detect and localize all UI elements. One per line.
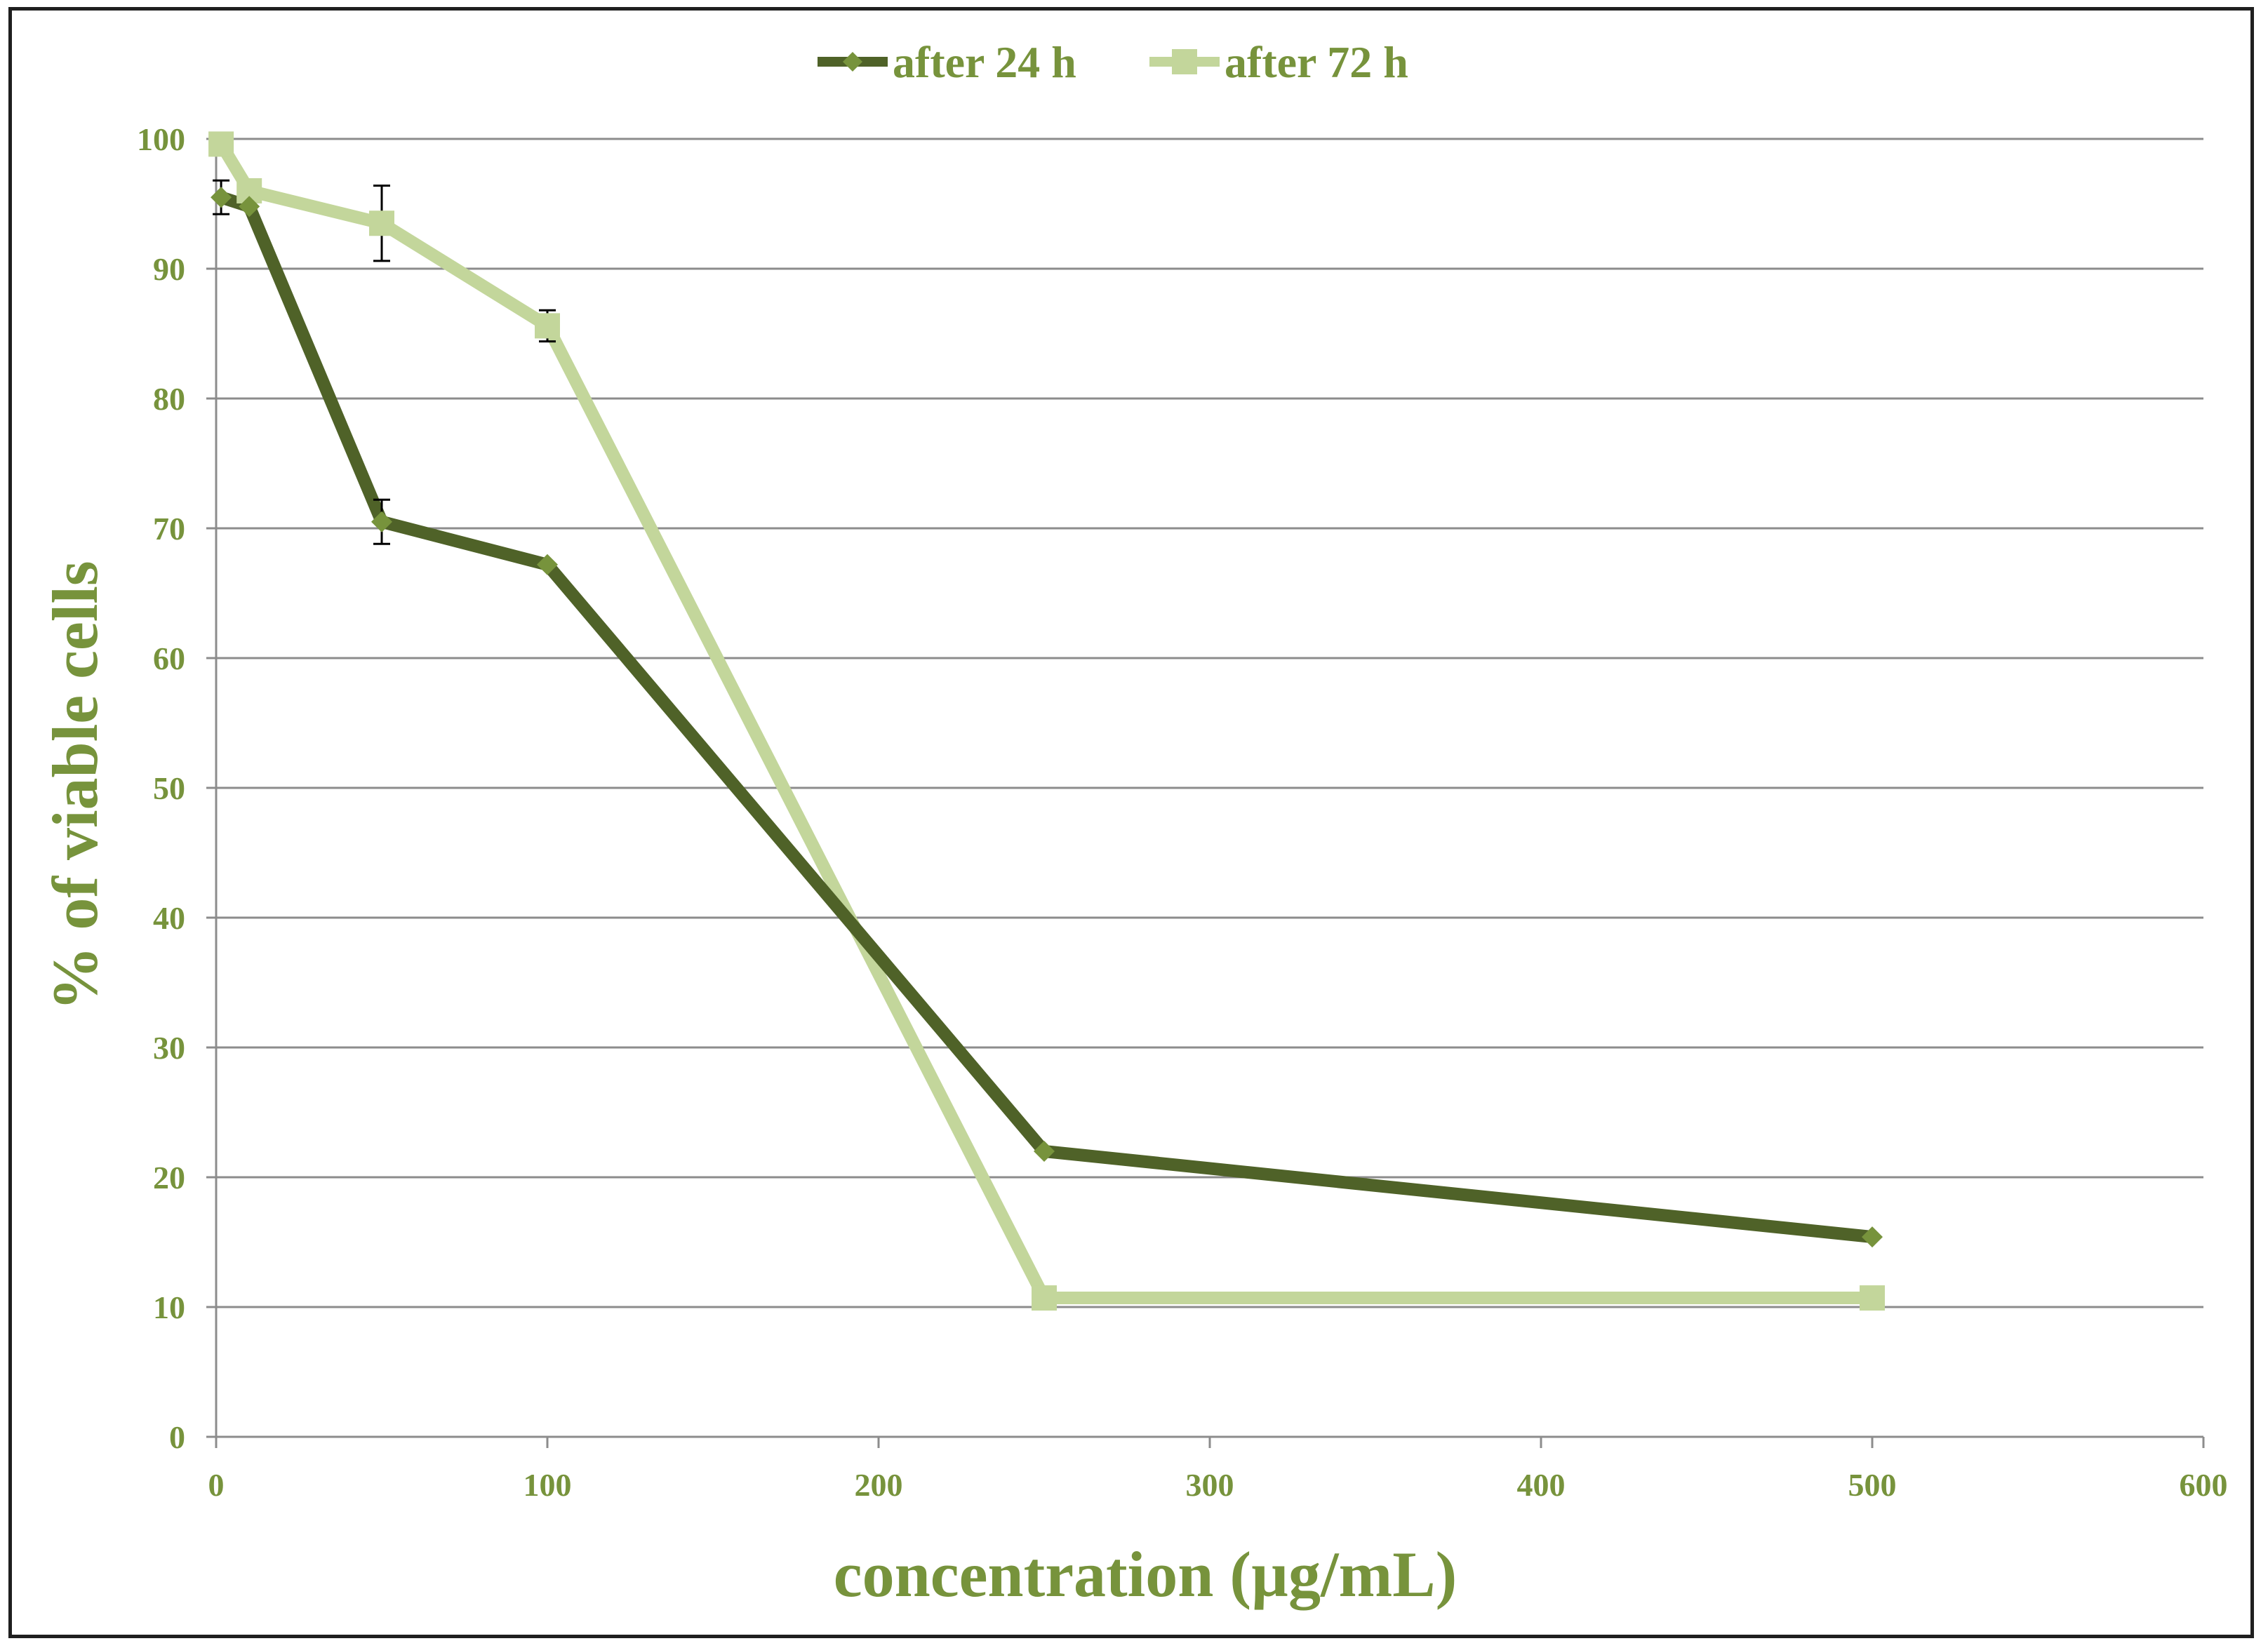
- x-tick-label-100: 100: [523, 1467, 572, 1503]
- point-24h-4: [1034, 1141, 1055, 1162]
- point-72h-0: [208, 131, 234, 157]
- point-72h-2: [369, 210, 394, 236]
- y-tick-label-50: 50: [153, 770, 185, 806]
- y-tick-label-70: 70: [153, 511, 185, 547]
- series-after-72h: [215, 138, 1879, 1305]
- tick-labels: 0 10 20 30 40 50 60 70 80 90 100 0 100 200 300 400 500 60…: [137, 121, 2228, 1503]
- x-tick-label-200: 200: [855, 1467, 903, 1503]
- y-tick-label-30: 30: [153, 1030, 185, 1066]
- y-tick-label-90: 90: [153, 251, 185, 287]
- x-tick-label-300: 300: [1186, 1467, 1234, 1503]
- series: [208, 131, 1885, 1311]
- y-tick-label-100: 100: [137, 121, 185, 157]
- y-tick-label-40: 40: [153, 900, 185, 936]
- chart-frame: [8, 7, 2254, 1638]
- y-tick-label-60: 60: [153, 641, 185, 676]
- point-24h-0: [211, 187, 232, 208]
- grid-lines: [216, 138, 2203, 1308]
- x-axis-title: concentration (µg/mL): [834, 1539, 1457, 1610]
- point-72h-5: [1860, 1285, 1885, 1311]
- y-axis-title: % of viable cells: [39, 561, 111, 1010]
- y-tick-label-20: 20: [153, 1160, 185, 1195]
- point-72h-4: [1032, 1285, 1057, 1311]
- legend: after 24 h after 72 h: [818, 37, 1408, 87]
- point-24h-2: [371, 511, 392, 532]
- point-24h-3: [537, 554, 558, 575]
- legend-marker-24h: [843, 52, 862, 72]
- x-tick-label-400: 400: [1517, 1467, 1566, 1503]
- legend-marker-72h: [1172, 49, 1197, 74]
- x-tick-label-0: 0: [208, 1467, 225, 1503]
- x-tick-label-500: 500: [1848, 1467, 1897, 1503]
- x-tick-label-600: 600: [2180, 1467, 2228, 1503]
- series-line-1: [215, 138, 1879, 1305]
- point-24h-1: [239, 196, 260, 217]
- y-tick-label-80: 80: [153, 381, 185, 417]
- legend-item-after-72h: after 72 h: [1149, 37, 1408, 87]
- legend-item-after-24h: after 24 h: [818, 37, 1076, 87]
- point-72h-3: [535, 313, 560, 339]
- axes: [206, 138, 2205, 1448]
- point-24h-5: [1862, 1226, 1883, 1248]
- legend-label-72h: after 72 h: [1225, 37, 1408, 87]
- series-line-0: [215, 191, 1879, 1244]
- legend-label-24h: after 24 h: [893, 37, 1076, 87]
- y-tick-label-10: 10: [153, 1289, 185, 1325]
- series-after-24h: [215, 191, 1879, 1244]
- y-tick-label-0: 0: [169, 1419, 185, 1455]
